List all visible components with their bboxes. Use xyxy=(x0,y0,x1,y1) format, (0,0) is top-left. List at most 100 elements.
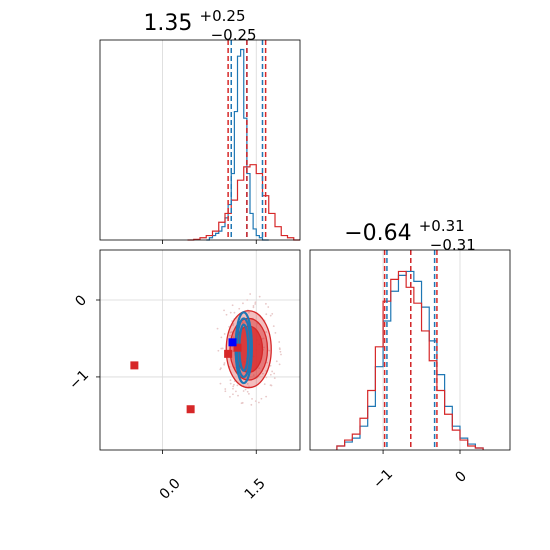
joint-sample-dot xyxy=(263,346,265,349)
joint-sample-dot xyxy=(237,394,239,397)
joint-marker-2 xyxy=(224,349,233,358)
joint-sample-dot xyxy=(224,388,227,390)
joint-sample-dot xyxy=(252,374,255,377)
joint-sample-dot xyxy=(231,304,234,307)
param2-value: −0.64 xyxy=(344,221,411,246)
joint-sample-dot xyxy=(269,373,272,376)
joint-sample-dot xyxy=(268,349,271,352)
joint-sample-dot xyxy=(246,299,249,301)
panel-param1-steps xyxy=(187,48,300,241)
param1-hist-series-1 xyxy=(187,164,300,241)
joint-sample-dot xyxy=(271,312,274,315)
joint-sample-dot xyxy=(244,321,247,324)
panel-param2-title: −0.64 +0.31 −0.31 xyxy=(344,216,476,254)
joint-sample-dot xyxy=(271,370,274,373)
joint-sample-dot xyxy=(244,388,247,391)
joint-sample-dot xyxy=(229,311,232,314)
joint-sample-dot xyxy=(252,306,255,309)
joint-sample-dot xyxy=(229,395,231,398)
joint-sample-dot xyxy=(223,363,226,366)
joint-sample-dot xyxy=(261,372,264,375)
joint-sample-dot xyxy=(221,347,224,350)
joint-sample-dot xyxy=(249,293,252,295)
panel-param2-frame xyxy=(309,249,511,451)
joint-marker-3 xyxy=(233,343,242,352)
param2-xtick-label-0: −1 xyxy=(370,466,396,492)
joint-sample-dot xyxy=(247,392,250,395)
joint-sample-dot xyxy=(219,368,222,371)
panel-joint-scatter xyxy=(216,293,282,406)
joint-sample-dot xyxy=(254,303,257,305)
panel-param1-title: 1.35 +0.25 −0.25 xyxy=(143,6,256,44)
joint-sample-dot xyxy=(229,382,232,385)
joint-sample-dot xyxy=(220,347,223,350)
joint-marker-4 xyxy=(228,338,237,347)
joint-sample-dot xyxy=(232,336,235,339)
param1-upper-error: +0.25 xyxy=(200,7,246,25)
param1-hist-series-0 xyxy=(206,48,269,241)
joint-sample-dot xyxy=(266,361,268,364)
joint-sample-dot xyxy=(229,334,231,337)
panel-param1-quantiles xyxy=(227,40,267,240)
joint-sample-dot xyxy=(232,387,234,390)
panel-param2-steps xyxy=(336,270,484,450)
joint-sample-dot xyxy=(278,347,281,350)
joint-sample-dot xyxy=(219,382,222,385)
joint-ytick-label-0: 0 xyxy=(72,292,90,310)
joint-sample-dot xyxy=(275,360,278,363)
joint-xtick-label-0: 0.0 xyxy=(157,476,184,503)
joint-sample-dot xyxy=(233,311,236,314)
param2-lower-error: −0.31 xyxy=(430,236,476,254)
joint-sample-dot xyxy=(269,364,272,367)
joint-sample-dot xyxy=(241,321,244,324)
joint-sample-dot xyxy=(265,376,268,379)
joint-sample-dot xyxy=(267,306,270,308)
joint-sample-dot xyxy=(254,400,257,403)
joint-sample-dot xyxy=(278,363,281,366)
joint-sample-dot xyxy=(273,377,276,380)
joint-sample-dot xyxy=(248,311,250,314)
joint-sample-dot xyxy=(246,390,249,393)
panel-joint-frame xyxy=(99,249,301,451)
joint-sample-dot xyxy=(278,341,281,343)
joint-sample-dot xyxy=(229,331,232,334)
joint-marker-1 xyxy=(186,405,195,414)
joint-marker-0 xyxy=(130,361,139,370)
joint-sample-dot xyxy=(232,385,235,388)
joint-sample-dot xyxy=(279,350,282,353)
panel-param2-quantiles xyxy=(383,250,438,450)
param1-lower-error: −0.25 xyxy=(211,26,257,44)
panel-param1-hist: 1.35 +0.25 −0.25 xyxy=(99,6,301,244)
panel-param1-grid xyxy=(162,40,257,244)
joint-sample-dot xyxy=(216,327,219,330)
joint-sample-dot xyxy=(274,331,277,334)
joint-sample-dot xyxy=(223,309,225,312)
joint-sample-dot xyxy=(257,401,260,404)
param1-value: 1.35 xyxy=(143,11,192,36)
joint-sample-dot xyxy=(265,331,268,333)
panel-param2-hist: −0.64 +0.31 −0.31 −1 0 xyxy=(309,216,511,492)
joint-sample-dot xyxy=(242,390,245,392)
joint-sample-dot xyxy=(269,314,272,317)
panel-param2-grid xyxy=(382,250,461,454)
joint-sample-dot xyxy=(241,402,244,404)
joint-sample-dot xyxy=(232,350,234,353)
panel-joint-contour: 0.0 1.5 0 −1 xyxy=(66,249,301,503)
joint-sample-dot xyxy=(258,295,261,298)
joint-sample-dot xyxy=(269,384,272,387)
panel-joint-markers xyxy=(130,338,242,414)
joint-sample-dot xyxy=(232,393,234,396)
joint-sample-dot xyxy=(263,383,266,385)
joint-ytick-label-1: −1 xyxy=(66,367,92,393)
joint-sample-dot xyxy=(280,353,282,356)
joint-sample-dot xyxy=(242,302,244,305)
joint-sample-dot xyxy=(229,379,232,382)
joint-sample-dot xyxy=(258,367,261,370)
joint-sample-dot xyxy=(235,390,237,393)
joint-xtick-label-1: 1.5 xyxy=(242,476,269,503)
param2-hist-series-0 xyxy=(336,270,484,450)
joint-sample-dot xyxy=(246,383,249,385)
panel-joint-contours xyxy=(225,310,272,389)
joint-sample-dot xyxy=(273,372,276,375)
